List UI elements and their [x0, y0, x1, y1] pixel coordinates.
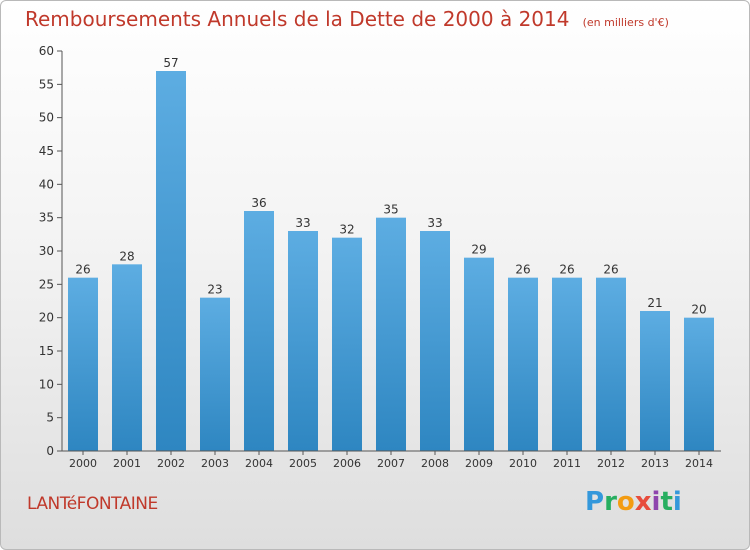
- bar-value-label: 26: [559, 263, 574, 277]
- y-tick-label: 35: [39, 211, 54, 225]
- y-tick-label: 5: [46, 411, 54, 425]
- x-tick-label: 2004: [245, 457, 273, 470]
- bar-value-label: 26: [603, 263, 618, 277]
- chart-title-row: Remboursements Annuels de la Dette de 20…: [25, 7, 669, 31]
- bar-2008: [420, 231, 450, 451]
- bar-2011: [552, 277, 582, 451]
- bars: 26 28 57 23 36 33 32 35 33 29 26 26 26 21 20: [68, 56, 714, 451]
- chart-subtitle: (en milliers d'€): [582, 16, 669, 29]
- x-tick-label: 2009: [465, 457, 493, 470]
- bar-2001: [112, 264, 142, 451]
- bar-value-label: 20: [691, 303, 706, 317]
- bar-value-label: 33: [295, 216, 310, 230]
- y-tick-label: 45: [39, 144, 54, 158]
- logo-letter: o: [616, 487, 635, 517]
- x-tick-label: 2003: [201, 457, 229, 470]
- logo-letter: i: [651, 487, 661, 517]
- bar-2012: [596, 277, 626, 451]
- x-tick-label: 2007: [377, 457, 405, 470]
- bar-2000: [68, 277, 98, 451]
- bar-value-label: 28: [119, 249, 134, 263]
- bar-value-label: 23: [207, 283, 222, 297]
- chart-title: Remboursements Annuels de la Dette de 20…: [25, 7, 570, 31]
- bar-2005: [288, 231, 318, 451]
- x-axis: 2000 2001 2002 2003 2004 2005 2006 2007 2008 2009…: [62, 450, 721, 470]
- bar-value-label: 35: [383, 203, 398, 217]
- logo-letter: i: [672, 487, 682, 517]
- bar-value-label: 26: [515, 263, 530, 277]
- bar-2014: [684, 317, 714, 451]
- logo-letter: x: [634, 487, 652, 517]
- bar-2010: [508, 277, 538, 451]
- x-tick-label: 2010: [509, 457, 537, 470]
- x-tick-label: 2012: [597, 457, 625, 470]
- bar-2003: [200, 297, 230, 451]
- x-tick-label: 2013: [641, 457, 669, 470]
- bar-value-label: 32: [339, 223, 354, 237]
- x-tick-label: 2008: [421, 457, 449, 470]
- x-tick-label: 2002: [157, 457, 185, 470]
- bar-2004: [244, 211, 274, 451]
- bar-value-label: 21: [647, 296, 662, 310]
- logo-letter: P: [585, 487, 605, 517]
- bar-value-label: 57: [163, 56, 178, 70]
- bar-value-label: 26: [75, 263, 90, 277]
- y-tick-label: 30: [39, 244, 54, 258]
- y-tick-label: 55: [39, 77, 54, 91]
- bar-value-label: 33: [427, 216, 442, 230]
- x-tick-label: 2014: [685, 457, 713, 470]
- bar-2002: [156, 71, 186, 451]
- y-tick-label: 50: [39, 111, 54, 125]
- x-tick-label: 2011: [553, 457, 581, 470]
- y-tick-label: 40: [39, 177, 54, 191]
- x-tick-label: 2000: [69, 457, 97, 470]
- bar-value-label: 36: [251, 196, 266, 210]
- bar-2009: [464, 257, 494, 451]
- y-tick-label: 15: [39, 344, 54, 358]
- bar-2007: [376, 217, 406, 451]
- bar-2013: [640, 311, 670, 451]
- logo-letter: t: [660, 487, 673, 517]
- bar-value-label: 29: [471, 243, 486, 257]
- logo-letter: r: [604, 487, 617, 517]
- x-tick-label: 2001: [113, 457, 141, 470]
- x-tick-label: 2006: [333, 457, 361, 470]
- y-tick-label: 25: [39, 277, 54, 291]
- x-tick-label: 2005: [289, 457, 317, 470]
- y-tick-label: 20: [39, 311, 54, 325]
- y-axis: 0 5 10 15 20 25 30 35 40 45 50 55 60: [39, 44, 63, 458]
- proxiti-logo: Proxiti: [585, 487, 682, 517]
- location-name: LANTéFONTAINE: [27, 494, 158, 514]
- y-tick-label: 10: [39, 377, 54, 391]
- y-tick-label: 60: [39, 44, 54, 58]
- bar-2006: [332, 237, 362, 451]
- y-tick-label: 0: [46, 444, 54, 458]
